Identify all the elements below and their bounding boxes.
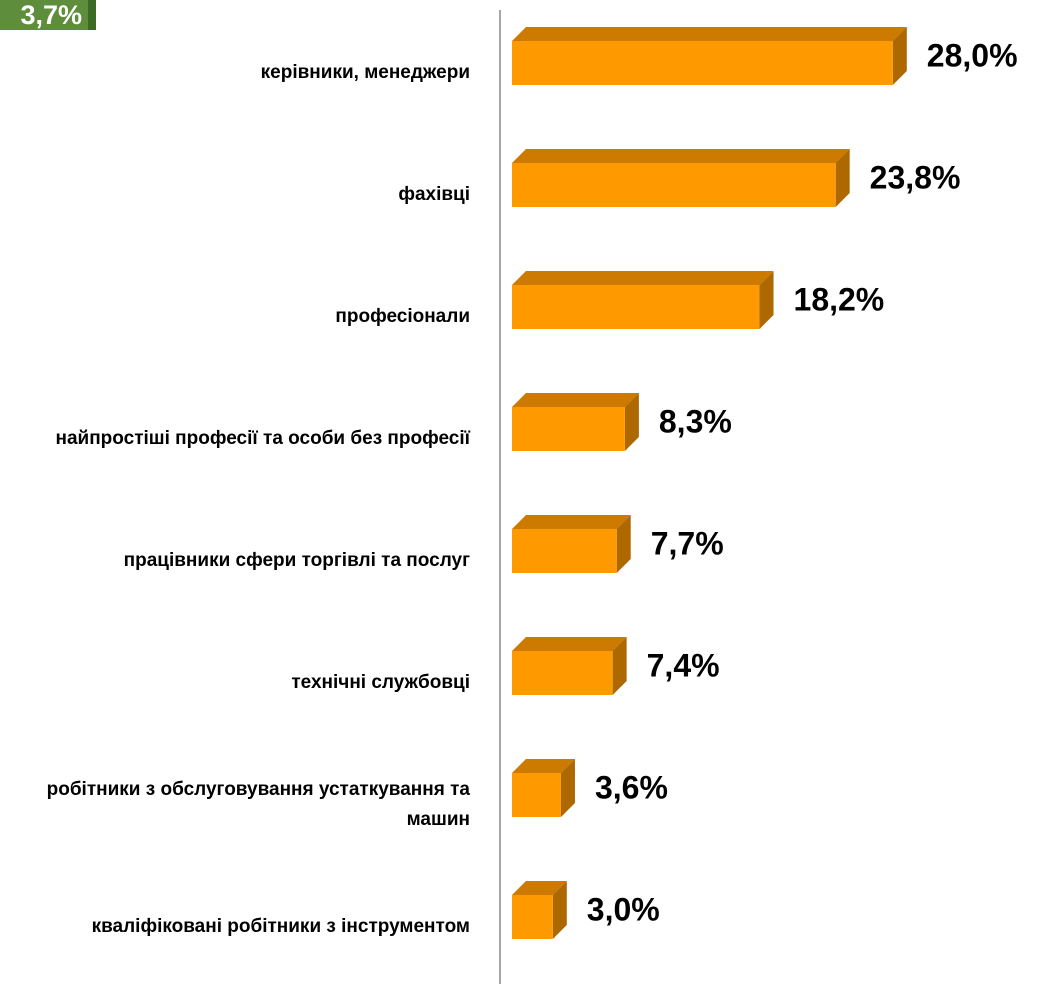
bar-top (512, 149, 850, 163)
value-label: 8,3% (659, 403, 732, 439)
value-label: 3,6% (595, 769, 668, 805)
category-label: працівники сфери торгівлі та послуг (123, 550, 470, 571)
bar (512, 895, 553, 939)
bar-top (512, 271, 774, 285)
category-label: найпростіші професії та особи без профес… (55, 428, 470, 449)
category-label: керівники, менеджери (260, 62, 470, 83)
bar-side (616, 515, 631, 573)
value-label: 23,8% (870, 159, 961, 195)
value-label: 18,2% (794, 281, 885, 317)
bar-top (512, 881, 567, 895)
category-label: робітники з обслуговування устаткування … (46, 779, 470, 830)
bar-top (512, 27, 907, 41)
bar-top (512, 515, 631, 529)
bar (512, 407, 625, 451)
bar-side (835, 149, 850, 207)
bar-top (512, 393, 639, 407)
category-label: фахівці (398, 184, 470, 205)
bar-side (892, 27, 907, 85)
value-label: 3,0% (587, 891, 660, 927)
category-label: кваліфіковані робітники з інструментом (91, 916, 470, 937)
bar (512, 41, 893, 85)
bar-side (624, 393, 639, 451)
bar (512, 529, 617, 573)
bar-side (552, 881, 567, 939)
bar-side (612, 637, 627, 695)
bar (512, 651, 613, 695)
category-label: професіонали (335, 306, 470, 327)
bar (512, 285, 760, 329)
value-label: 7,7% (651, 525, 724, 561)
bar-top (512, 759, 575, 773)
category-label: технічні службовці (291, 672, 470, 693)
value-label: 28,0% (927, 37, 1018, 73)
bar-top (512, 637, 627, 651)
bar-side (560, 759, 575, 817)
bar (512, 773, 561, 817)
value-label: 7,4% (647, 647, 720, 683)
bar (512, 163, 836, 207)
bar-side (759, 271, 774, 329)
annotation-badge: 3,7% (0, 0, 88, 30)
